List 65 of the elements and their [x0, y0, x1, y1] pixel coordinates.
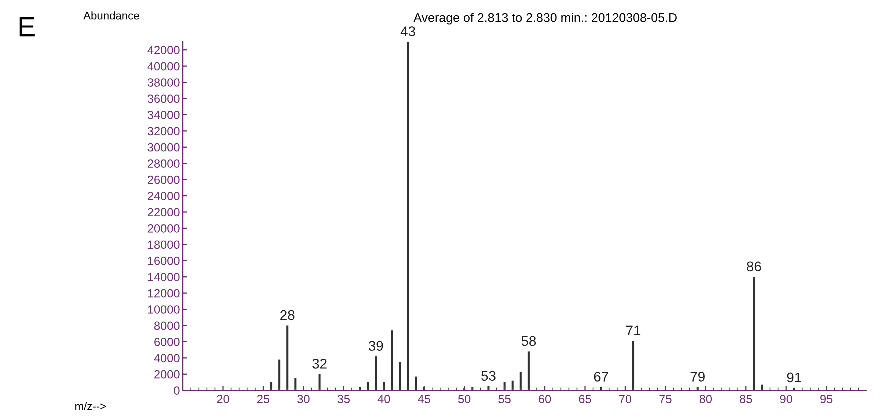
- x-tick-label: 70: [620, 395, 632, 404]
- annotation: 39: [368, 341, 384, 352]
- text: E: [20, 17, 35, 37]
- y-tick-label: 12000: [148, 289, 180, 298]
- y-tick-label: 38000: [148, 78, 180, 87]
- annotation: 67: [594, 372, 608, 382]
- bar: [632, 341, 635, 391]
- x-tick-label: 45: [418, 395, 430, 404]
- x-tick-label: 90: [780, 395, 792, 404]
- annotation: 79: [690, 372, 705, 382]
- y-tick-label: 18000: [148, 240, 180, 250]
- y-tick-label: 42000: [148, 46, 180, 54]
- bar: [407, 42, 410, 391]
- y-tick-label: 36000: [148, 94, 180, 104]
- y-tick-label: 8000: [154, 322, 180, 330]
- x-tick-label: 75: [660, 395, 672, 404]
- x-axis-title: m/z-->: [76, 402, 106, 410]
- y-tick-label: 4000: [154, 354, 180, 363]
- x-tick-label: 60: [539, 395, 552, 404]
- annotation: 53: [482, 371, 496, 382]
- y-tick-label: 30000: [148, 143, 180, 152]
- bar: [520, 372, 522, 391]
- y-axis-title: Abundance: [84, 12, 140, 20]
- y-tick-label: 14000: [148, 273, 180, 282]
- bar: [278, 360, 281, 391]
- x-tick-label: 20: [217, 395, 230, 404]
- chart-title: Average of 2.813 to 2.830 min.: 20120308-05.D: [414, 13, 677, 25]
- bar: [391, 330, 394, 391]
- y-tick-label: 34000: [148, 110, 180, 120]
- x-tick-label: 85: [740, 395, 752, 404]
- x-tick-label: 40: [378, 395, 390, 404]
- y-tick-label: 16000: [148, 256, 180, 266]
- x-tick-label: 95: [820, 395, 833, 404]
- bar: [318, 374, 321, 391]
- y-tick-label: 10000: [148, 306, 180, 314]
- bar: [528, 352, 530, 391]
- y-tick-label: 26000: [148, 176, 180, 184]
- annotation: 28: [280, 310, 295, 320]
- y-tick-label: 22000: [148, 208, 180, 217]
- bar: [375, 356, 378, 391]
- annotation: 58: [522, 336, 536, 346]
- x-tick-label: 65: [579, 395, 592, 404]
- y-tick-label: 6000: [154, 338, 180, 346]
- x-tick-label: 25: [258, 395, 270, 404]
- annotation: 86: [747, 262, 762, 272]
- x-tick-label: 35: [338, 395, 350, 404]
- y-tick-label: 40000: [148, 62, 180, 71]
- y-tick-label: 0: [174, 386, 180, 395]
- bar: [415, 376, 418, 391]
- bar: [399, 362, 402, 391]
- x-tick-label: 50: [458, 395, 471, 404]
- bar: [286, 326, 289, 391]
- y-tick-label: 28000: [148, 160, 180, 168]
- x-tick-label: 30: [298, 395, 310, 404]
- y-tick-label: 2000: [154, 370, 180, 379]
- annotation: 71: [626, 326, 641, 336]
- annotation: 32: [312, 359, 327, 369]
- annotation: 91: [787, 372, 802, 383]
- x-tick-label: 55: [498, 395, 511, 404]
- bar: [753, 277, 756, 391]
- annotation: 43: [400, 26, 416, 36]
- y-tick-label: 24000: [148, 192, 180, 200]
- y-tick-label: 20000: [148, 224, 180, 233]
- x-tick-label: 80: [700, 395, 712, 404]
- y-tick-label: 32000: [148, 127, 180, 136]
